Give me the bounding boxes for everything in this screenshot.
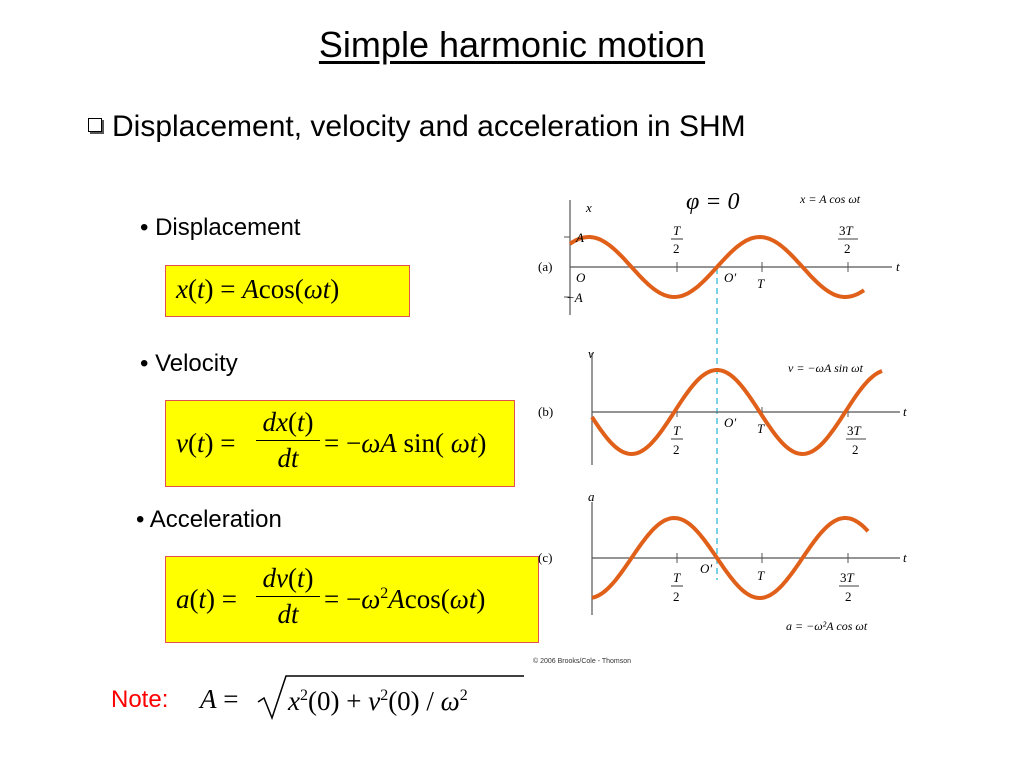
subtitle: Displacement, velocity and acceleration … [88,110,746,144]
graph-b-equation: v = −ωA sin ωt [788,361,864,375]
svg-text:T: T [673,223,681,238]
graph-b-half-period: T2 [671,423,683,457]
svg-text:2: 2 [673,589,680,604]
graph-b-T: T [757,421,765,436]
svg-text:T: T [673,423,681,438]
graph-c-tag: (c) [538,550,552,565]
displacement-equation: x(t) = Acos(ωt) [165,265,410,317]
graph-a-T: T [757,276,765,291]
sqrt-sign-icon [257,675,524,721]
graph-c-origin2: O′ [700,561,712,576]
bullet-velocity: • Velocity [140,350,238,377]
graph-c-equation: a = −ω²A cos ωt [786,619,868,633]
graph-a-neg-amp-label: −A [566,290,583,305]
graph-a-tag: (a) [538,259,552,274]
graph-b-curve [590,368,883,457]
bullet-acceleration: • Acceleration [136,506,282,533]
graph-c-t-label: t [903,550,907,565]
slide-title: Simple harmonic motion [318,24,706,65]
svg-text:3T: 3T [839,223,854,238]
graph-b-tag: (b) [538,404,553,419]
copyright-text: © 2006 Brooks/Cole - Thomson [533,657,631,665]
graph-a-origin: O [576,270,586,285]
graph-b-origin2: O′ [724,415,736,430]
graph-a-amp-label: A [575,230,584,245]
graph-c-y-label: a [588,489,595,504]
graph-a: x t (a) A −A O O′ T T2 3T2 x = A cos ωt [538,192,900,315]
phase-label: φ = 0 [686,189,739,215]
graph-a-curve [568,234,866,300]
bullet-displacement: • Displacement [140,214,301,241]
svg-text:3T: 3T [840,570,855,585]
svg-text:T: T [673,570,681,585]
graph-c: a t (c) O′ T T2 3T2 a = −ω²A cos ωt [538,489,907,633]
graph-a-y-label: x [585,200,592,215]
graph-c-half-period: T2 [671,570,683,604]
graph-a-half-period: T2 [671,223,683,256]
svg-text:2: 2 [673,442,680,457]
graph-b-y-label: v [588,346,594,361]
graph-c-T: T [757,568,765,583]
graph-a-three-half-period: 3T2 [838,223,858,256]
graph-b-t-label: t [903,404,907,419]
graph-b: v t (b) O′ T T2 3T2 v = −ωA sin ωt [538,346,907,465]
graph-a-equation: x = A cos ωt [799,192,861,206]
graph-a-origin2: O′ [724,270,736,285]
svg-text:2: 2 [844,241,851,256]
velocity-equation: v(t) = dx(t) dt = −ωA sin( ωt) [165,400,515,487]
graph-b-three-half-period: 3T2 [846,423,866,457]
graph-c-three-half-period: 3T2 [839,570,859,604]
svg-text:2: 2 [845,589,852,604]
amplitude-formula: A = x2(0) + v2(0) / ω2 [200,672,530,722]
svg-text:3T: 3T [847,423,862,438]
note-label: Note: [111,686,169,713]
acceleration-equation: a(t) = dv(t) dt = −ω2Acos(ωt) [165,556,539,643]
svg-text:2: 2 [852,442,859,457]
svg-text:2: 2 [673,241,680,256]
shm-graphs: φ = 0 x t (a) A −A O O′ T T2 3T2 x = A c… [533,189,907,665]
subtitle-text: Displacement, velocity and acceleration … [112,110,746,143]
graph-c-curve [591,515,870,601]
checkbox-bullet-icon [88,118,102,132]
graph-a-t-label: t [896,259,900,274]
